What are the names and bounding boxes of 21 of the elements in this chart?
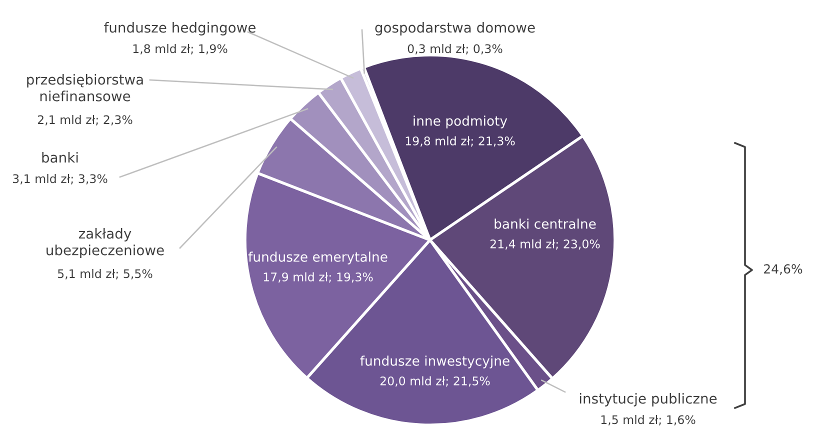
data-label: 3,1 mld zł; 3,3% xyxy=(12,174,108,184)
data-label: 2,1 mld zł; 2,3% xyxy=(38,115,132,126)
slice-label: instytucje publiczne xyxy=(580,393,717,406)
slice-label: banki xyxy=(42,152,78,163)
data-label: 19,8 mld zł; 21,3% xyxy=(406,136,515,147)
slice-label: przedsiębiorstwa niefinansowe xyxy=(27,74,143,102)
data-label: 5,1 mld zł; 5,5% xyxy=(58,269,152,280)
data-label: 1,8 mld zł; 1,9% xyxy=(133,44,228,54)
slice-label: fundusze emerytalne xyxy=(248,252,388,264)
slice-label: fundusze inwestycyjne xyxy=(360,356,510,368)
data-label: 17,9 mld zł; 19,3% xyxy=(264,272,373,283)
slice-label: banki centralne xyxy=(494,218,596,229)
slice-label: inne podmioty xyxy=(414,116,508,128)
data-label: 1,5 mld zł; 1,6% xyxy=(601,415,696,426)
data-label: 0,3 mld zł; 0,3% xyxy=(408,44,502,54)
slice-label: fundusze hedgingowe xyxy=(104,22,256,36)
slice-label: zakłady ubezpieczeniowe xyxy=(46,228,164,258)
data-label: 21,4 mld zł; 23,0% xyxy=(490,239,600,250)
data-label: 20,0 mld zł; 21,5% xyxy=(380,376,490,387)
text: 24,6% xyxy=(764,264,802,275)
slice-label: gospodarstwa domowe xyxy=(375,22,535,36)
